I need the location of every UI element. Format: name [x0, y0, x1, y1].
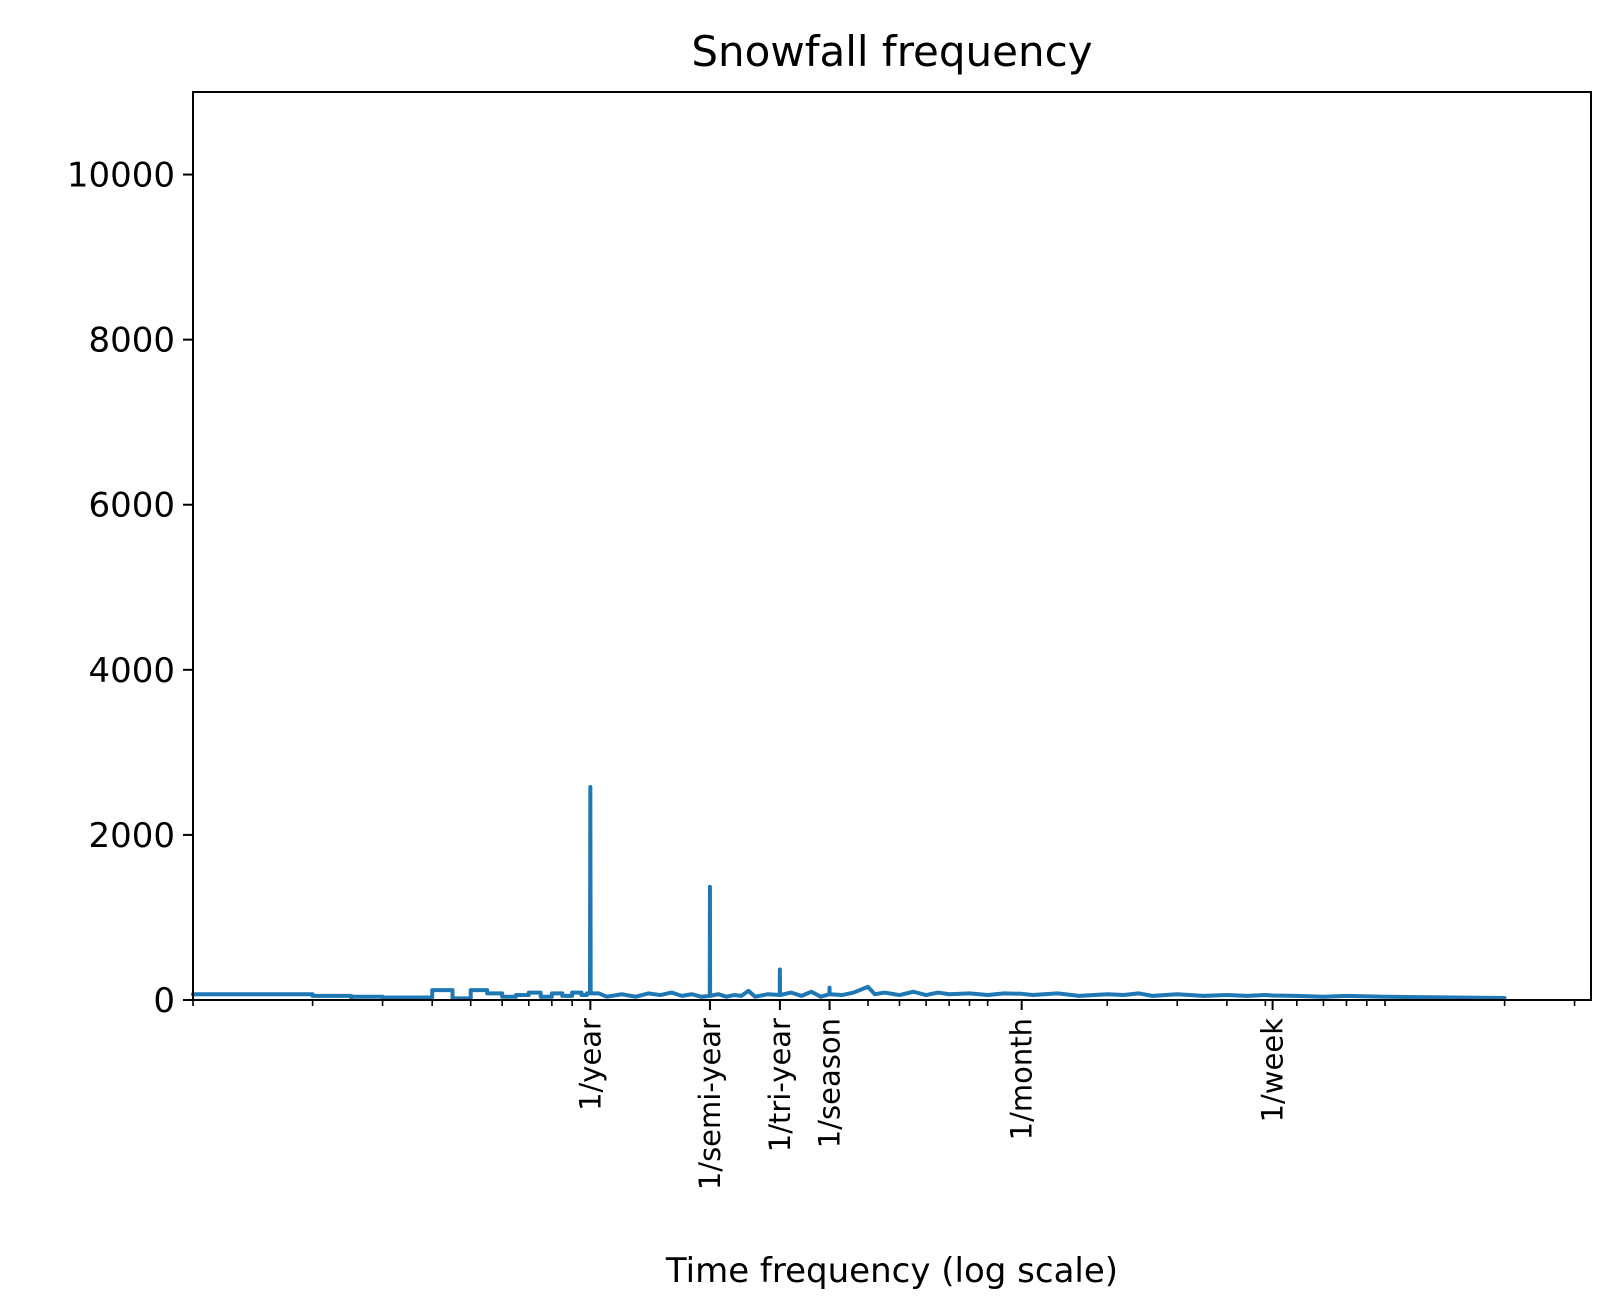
x-tick-label-5: 1/week — [1256, 1018, 1290, 1123]
y-tick-label-4: 8000 — [88, 321, 175, 361]
series-layer — [191, 785, 1507, 1001]
y-tick-label-0: 0 — [153, 981, 175, 1021]
series-line-0 — [191, 785, 1507, 1001]
x-tick-label-4: 1/month — [1005, 1018, 1039, 1140]
x-tick-label-3: 1/season — [813, 1018, 847, 1148]
axis-ticks: 0 2000 4000 6000 8000 10000 1/year 1/semi-year 1… — [67, 156, 1576, 1190]
plot-area-frame — [192, 91, 1592, 1001]
x-tick-label-0: 1/year — [573, 1018, 607, 1111]
chart-title: Snowfall frequency — [691, 27, 1092, 76]
y-tick-label-3: 6000 — [88, 486, 175, 526]
y-tick-label-1: 2000 — [88, 816, 175, 856]
x-axis-label: Time frequency (log scale) — [665, 1251, 1118, 1291]
y-tick-label-5: 10000 — [67, 156, 175, 196]
y-tick-label-2: 4000 — [88, 651, 175, 691]
x-tick-label-1: 1/semi-year — [693, 1018, 727, 1190]
x-tick-label-2: 1/tri-year — [763, 1018, 797, 1152]
